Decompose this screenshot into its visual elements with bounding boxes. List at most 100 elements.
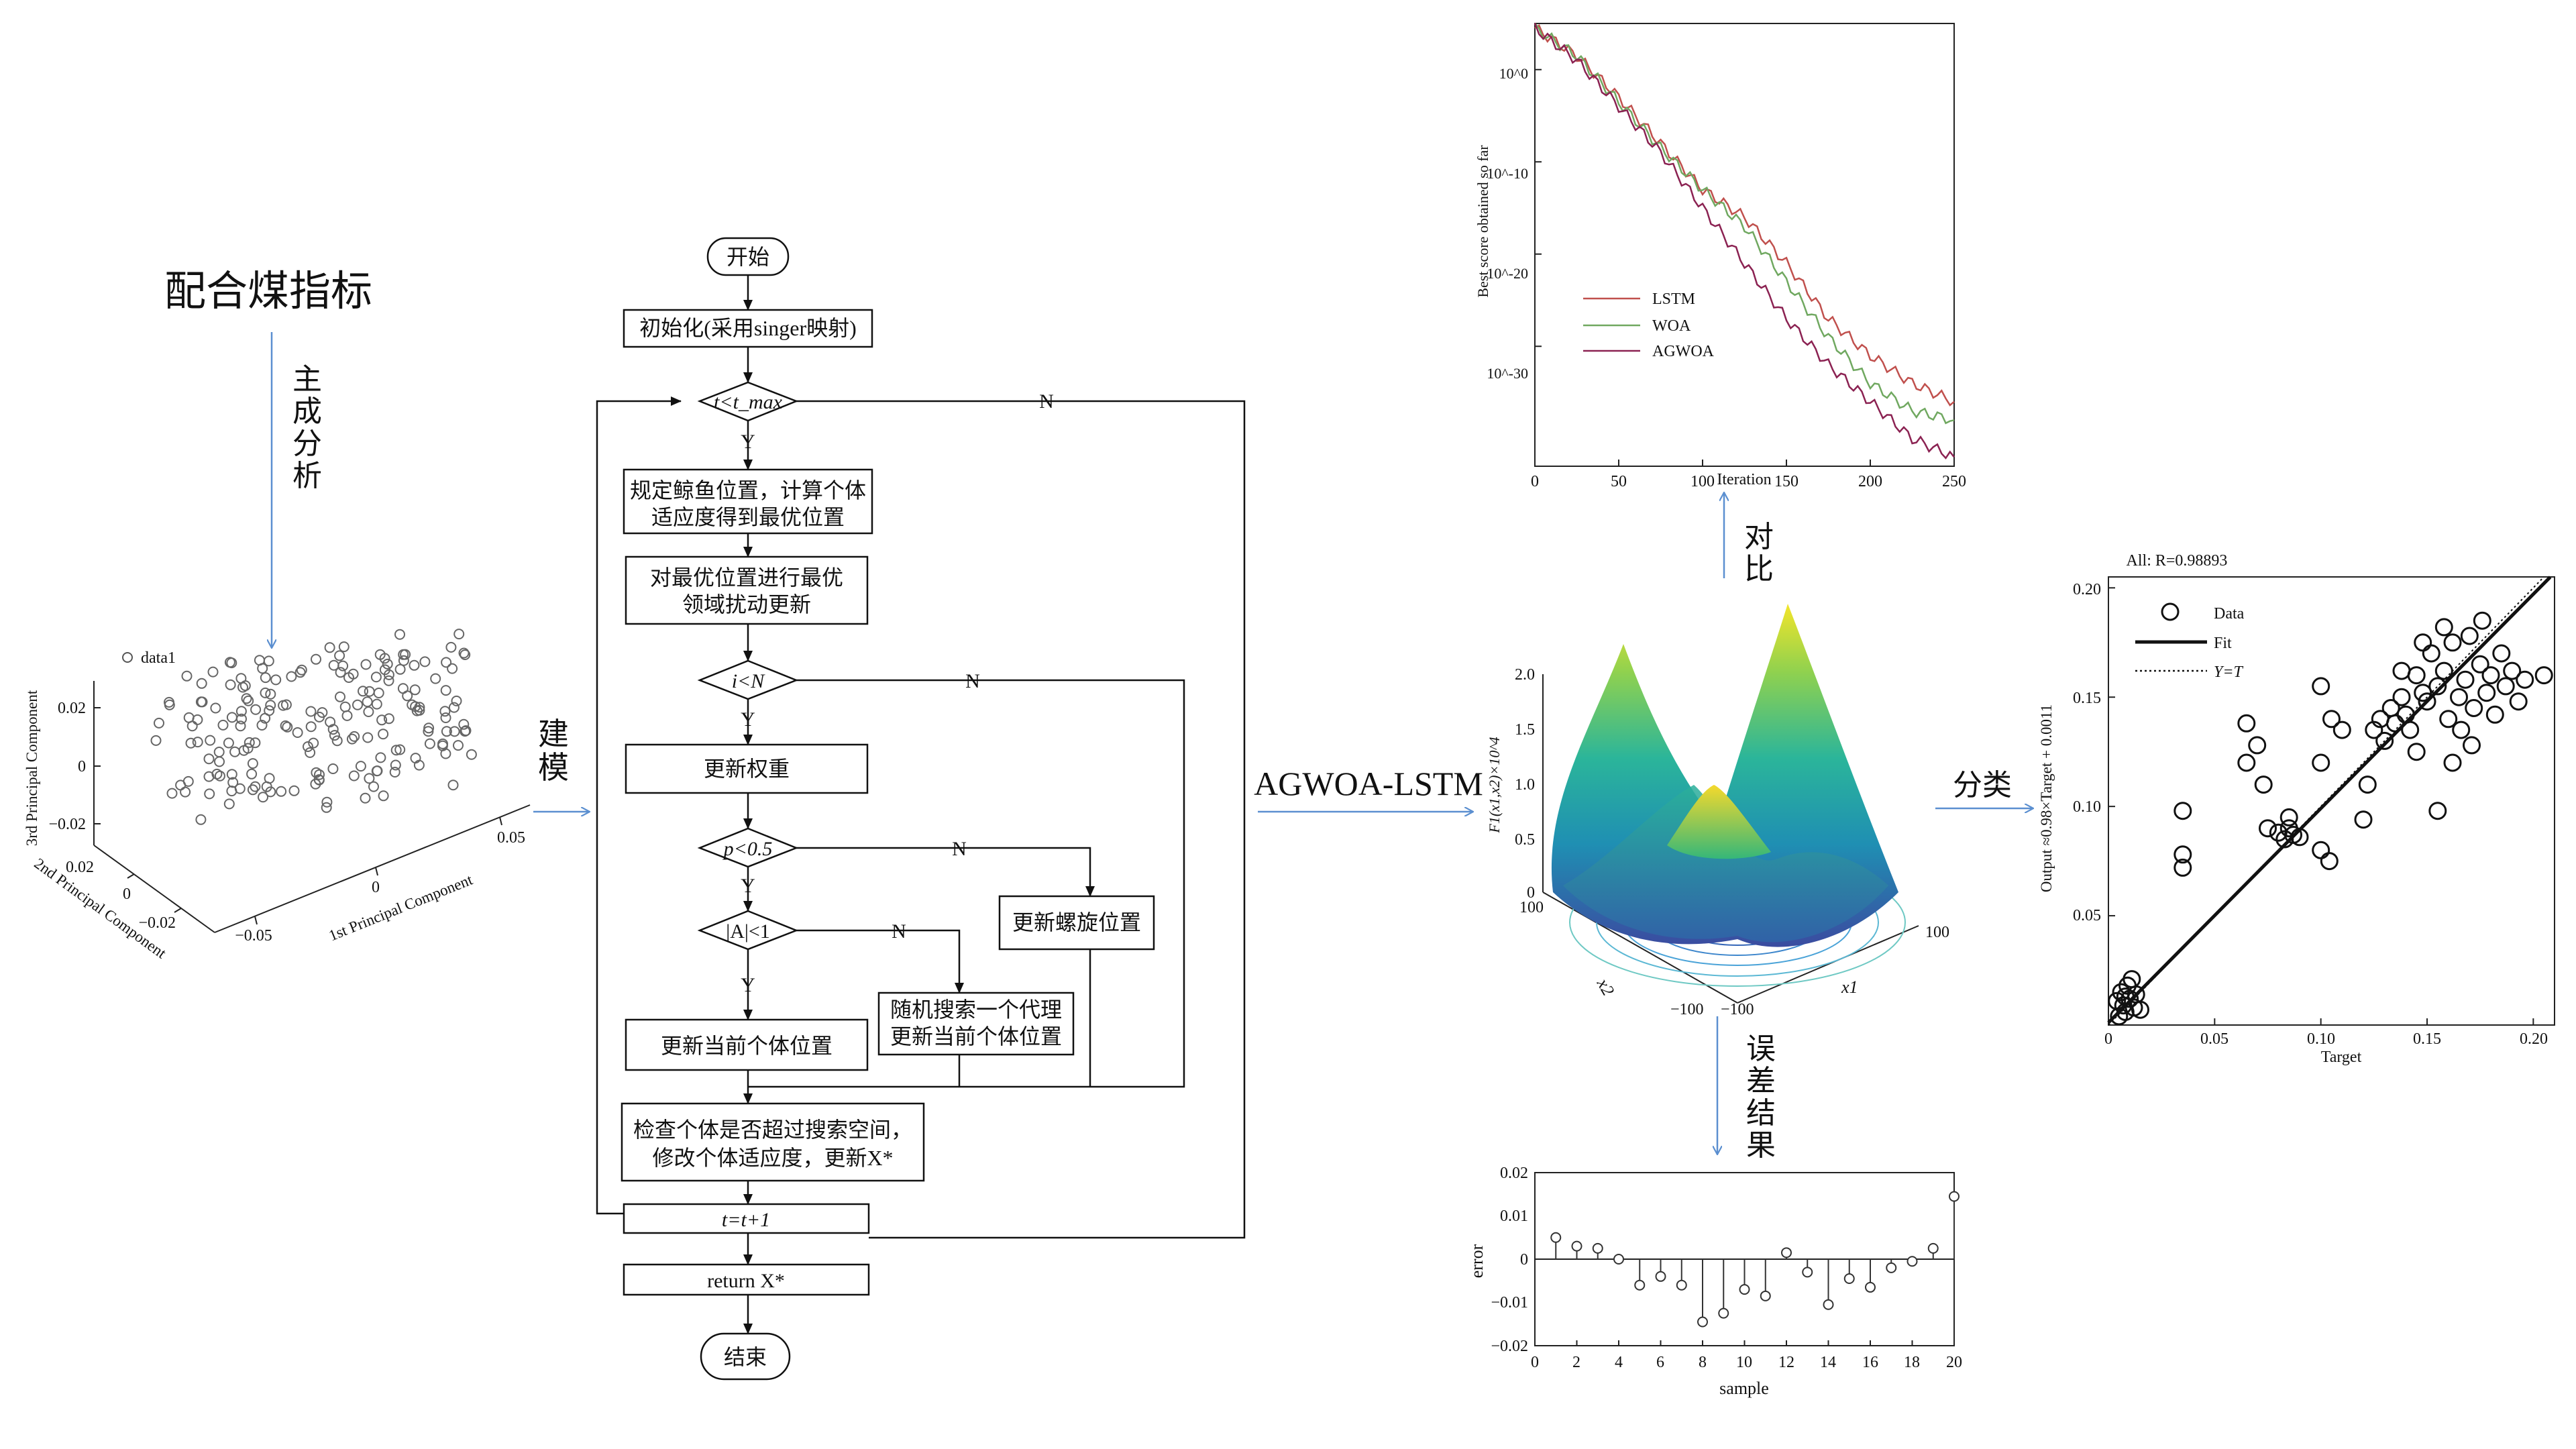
- pca-point: [460, 726, 471, 737]
- pca-point: [247, 758, 258, 769]
- pca-point: [250, 737, 261, 749]
- pca-point: [337, 660, 349, 672]
- data-point: [2439, 710, 2458, 729]
- data-point: [2509, 692, 2528, 711]
- yes-label: Y: [741, 431, 755, 453]
- axis1-label: 1st Principal Component: [326, 871, 475, 944]
- pca-point: [362, 696, 373, 708]
- tick-label: 20: [1946, 1354, 1962, 1371]
- data-point: [2450, 688, 2468, 706]
- surface-plot: 2.0 1.5 1.0 0.5 0 F1(x1,x2)×10^4 100 −10…: [1486, 604, 1949, 1018]
- error-chart: 0.02 0.01 0 −0.01 −0.02 0 2 4 6 8 10 12 …: [1467, 1165, 1962, 1398]
- pca-point: [286, 671, 297, 682]
- data-point: [2290, 828, 2309, 847]
- pca-point: [331, 735, 343, 747]
- data-point: [2392, 688, 2411, 706]
- data-point: [2332, 720, 2351, 739]
- tick-label: 1.0: [1515, 776, 1535, 794]
- series-lines: [1534, 22, 1955, 460]
- tick-label: 0.15: [2413, 1030, 2441, 1048]
- stem-marker: [1949, 1191, 1960, 1202]
- x2-axis-label: x2: [1593, 975, 1618, 1000]
- data-point: [2534, 666, 2553, 685]
- tick-label: 0: [372, 879, 380, 896]
- data-point: [2428, 802, 2447, 820]
- pca-label-char: 析: [292, 460, 322, 492]
- pca-point: [383, 675, 394, 686]
- tick-label: 0.5: [1515, 831, 1535, 849]
- no-label: N: [965, 670, 980, 692]
- pca-point: [439, 706, 451, 717]
- data-point: [2131, 1000, 2149, 1019]
- pca-point: [374, 649, 386, 660]
- start-text: 开始: [727, 245, 769, 269]
- series-line-lstm: [1534, 23, 1955, 407]
- tick-label: 10^-30: [1487, 365, 1528, 382]
- x-tick-labels: 0 0.05 0.10 0.15 0.20: [2104, 1030, 2548, 1048]
- loop-line-n: [796, 400, 1246, 1239]
- pca-point: [250, 781, 261, 792]
- weight-box: [625, 743, 869, 794]
- tick-label: 2.0: [1515, 666, 1535, 684]
- pca-point: [282, 721, 293, 733]
- pca-point: [394, 663, 406, 675]
- check-text-line: 修改个体适应度，更新X*: [652, 1146, 893, 1170]
- data-point: [2396, 705, 2415, 724]
- data-point: [2422, 644, 2440, 663]
- current-box: [625, 1018, 869, 1071]
- plot-frame: [2108, 576, 2555, 1026]
- tick-marks: [94, 707, 502, 925]
- pca-point: [150, 735, 162, 746]
- x-tick-labels: −0.05 0 0.05: [235, 829, 525, 945]
- model-label-char: 建: [538, 717, 569, 751]
- pca-point: [329, 730, 340, 741]
- pca-point: [214, 770, 225, 782]
- stem-marker: [1927, 1242, 1939, 1254]
- pca-point: [185, 737, 197, 749]
- z-axis-label: F1(x1,x2)×10^4: [1486, 737, 1503, 833]
- data-point: [2174, 802, 2192, 820]
- pca-point: [217, 719, 229, 731]
- pca-point: [448, 702, 460, 713]
- random-text-line: 随机搜索一个代理: [890, 998, 1062, 1022]
- pca-point: [349, 731, 360, 742]
- perturb-text-line: 领域扰动更新: [682, 592, 811, 616]
- data-point: [2407, 666, 2426, 685]
- data-point: [2418, 692, 2436, 711]
- x-tick-labels: 0 2 4 6 8 10 12 14 16 18 20: [1531, 1354, 1962, 1371]
- decision-i: [697, 659, 799, 700]
- pca-point: [397, 683, 409, 694]
- model-label: 建 模: [538, 717, 569, 785]
- regression-chart: All: R=0.98893 0.05 0.10 0.15 0.20 0 0.0…: [2038, 552, 2555, 1066]
- legend-label: data1: [141, 649, 176, 667]
- tick-label: −0.02: [48, 816, 86, 833]
- pca-point: [400, 649, 411, 660]
- pca-point: [334, 650, 345, 661]
- pca-label-char: 分: [292, 427, 322, 460]
- data-point: [2481, 666, 2500, 685]
- x-axis-label: Iteration: [1717, 471, 1771, 488]
- data-point: [2248, 736, 2267, 755]
- legend-marker-data: [2161, 602, 2180, 621]
- pca-point: [328, 659, 339, 671]
- axis3-label: 3rd Principal Component: [23, 690, 40, 846]
- pca-point: [383, 713, 394, 724]
- no-label: N: [892, 920, 906, 943]
- pca-point: [265, 688, 276, 700]
- pca-point: [181, 670, 193, 682]
- x-tick-labels: 0 50 100 150 200 250: [1531, 473, 1966, 490]
- pca-point: [390, 745, 402, 756]
- pca-point: [362, 732, 374, 743]
- stems: [1550, 1191, 1960, 1328]
- stem-marker: [1613, 1254, 1624, 1265]
- data-point: [2174, 845, 2192, 864]
- pca-point: [373, 688, 384, 698]
- stem-marker: [1865, 1281, 1876, 1293]
- t-incr-box: [623, 1203, 870, 1234]
- pca-point: [360, 659, 372, 670]
- pca-point: [305, 747, 316, 758]
- pca-point: [305, 721, 317, 733]
- pca-point: [372, 765, 383, 777]
- error-label: 误 差 结 果: [1746, 1032, 1776, 1162]
- legend-label: WOA: [1652, 317, 1691, 335]
